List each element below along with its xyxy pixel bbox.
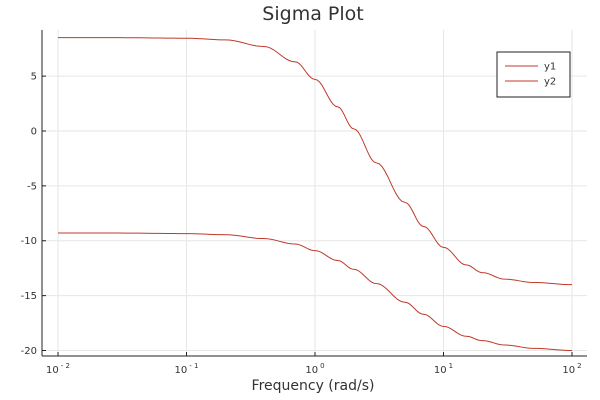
series-layer xyxy=(58,37,573,352)
y-tick-label: -15 xyxy=(21,291,37,302)
x-axis-label: Frequency (rad/s) xyxy=(252,378,375,394)
x-tick-labels: 10- 2 10- 1 10 0 10 1 10 2 xyxy=(46,362,582,376)
series-line-y1 xyxy=(58,37,573,286)
y-tick-labels: 5 0 -5 -10 -15 -20 xyxy=(21,72,37,357)
y-tick-label: -10 xyxy=(21,236,37,247)
grid-layer xyxy=(42,30,587,356)
chart-title: Sigma Plot xyxy=(262,3,363,25)
x-tick-label: 10 0 xyxy=(305,362,324,376)
x-tick-label: 10- 1 xyxy=(175,362,199,376)
axis-layer xyxy=(41,30,587,357)
y-tick-label: 0 xyxy=(31,126,37,137)
legend-label-y2: y2 xyxy=(544,77,556,88)
y-tick-label: -5 xyxy=(27,181,37,192)
x-tick-label: 10 2 xyxy=(562,362,581,376)
legend-label-y1: y1 xyxy=(544,62,556,73)
y-tick-label: 5 xyxy=(31,72,37,83)
legend-box xyxy=(496,51,571,98)
x-tick-label: 10- 2 xyxy=(46,362,70,376)
x-tick-label: 10 1 xyxy=(434,362,453,376)
y-tick-label: -20 xyxy=(21,346,37,357)
series-line-y2 xyxy=(58,232,573,352)
